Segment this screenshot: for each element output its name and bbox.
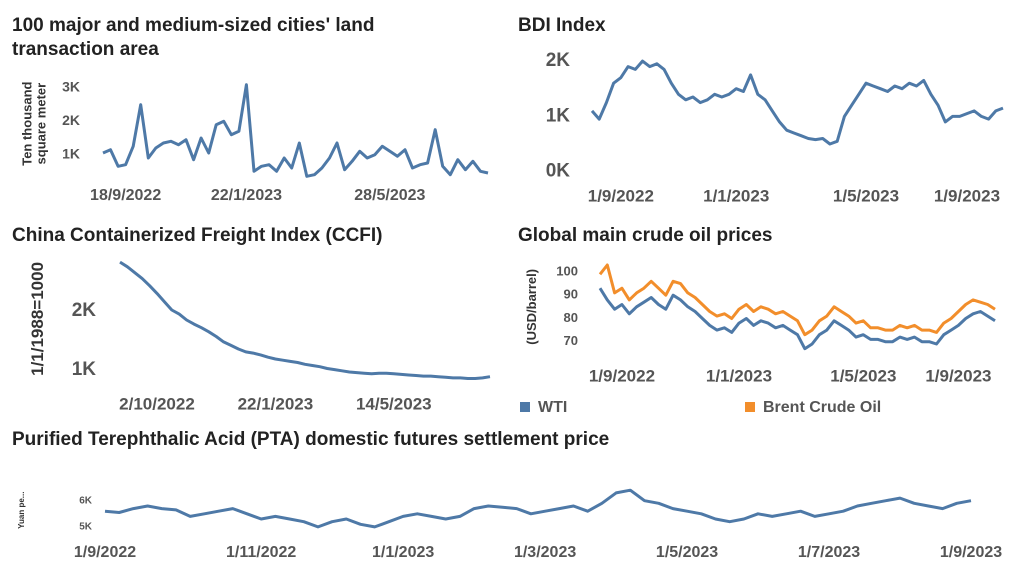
line bbox=[104, 488, 972, 529]
y-tick-label: 6K bbox=[79, 495, 93, 506]
x-tick-label: 1/3/2023 bbox=[514, 544, 576, 561]
x-tick-label: 1/9/2022 bbox=[588, 186, 654, 205]
y-tick-label: 90 bbox=[564, 287, 578, 302]
x-tick-label: 1/7/2023 bbox=[798, 544, 860, 561]
chart-title: 100 major and medium-sized cities' land … bbox=[12, 15, 375, 60]
line bbox=[598, 263, 996, 337]
y-axis-label: Ten thousand square meter bbox=[19, 81, 48, 166]
x-tick-label: 1/9/2023 bbox=[940, 544, 1002, 561]
line bbox=[102, 83, 489, 178]
line bbox=[119, 260, 491, 380]
y-tick-label: 2K bbox=[546, 50, 571, 71]
y-tick-label: 1K bbox=[72, 359, 97, 380]
legend-label: WTI bbox=[538, 399, 567, 416]
legend-label: Brent Crude Oil bbox=[763, 399, 881, 416]
y-tick-label: 3K bbox=[62, 79, 80, 95]
y-axis-label: 1/1/1988=1000 bbox=[28, 261, 48, 376]
x-tick-label: 1/9/2022 bbox=[74, 544, 136, 561]
x-tick-label: 18/9/2022 bbox=[90, 187, 161, 204]
y-tick-label: 80 bbox=[564, 310, 578, 325]
y-tick-label: 0K bbox=[546, 161, 571, 182]
y-tick-label: 70 bbox=[564, 333, 578, 348]
y-tick-label: 5K bbox=[79, 522, 93, 533]
legend-swatch bbox=[745, 402, 755, 412]
y-tick-label: 2K bbox=[62, 112, 80, 128]
x-tick-label: 22/1/2023 bbox=[238, 394, 314, 413]
x-tick-label: 1/1/2023 bbox=[706, 366, 772, 385]
line bbox=[598, 287, 996, 351]
legend-swatch bbox=[520, 402, 530, 412]
x-tick-label: 28/5/2023 bbox=[354, 187, 425, 204]
y-axis-label: (USD/barrel) bbox=[524, 268, 540, 345]
x-tick-label: 1/5/2023 bbox=[830, 366, 896, 385]
x-tick-label: 1/9/2023 bbox=[925, 366, 991, 385]
chart-title: Global main crude oil prices bbox=[518, 225, 773, 246]
y-axis-label: Yuan pe... bbox=[16, 491, 26, 529]
x-tick-label: 1/9/2023 bbox=[934, 186, 1000, 205]
x-tick-label: 22/1/2023 bbox=[211, 187, 282, 204]
x-tick-label: 1/9/2022 bbox=[589, 366, 655, 385]
chart-title: Purified Terephthalic Acid (PTA) domesti… bbox=[12, 429, 610, 450]
x-tick-label: 1/5/2023 bbox=[656, 544, 718, 561]
y-tick-label: 1K bbox=[546, 105, 571, 126]
y-tick-label: 1K bbox=[62, 145, 80, 161]
chart-title: China Containerized Freight Index (CCFI) bbox=[12, 225, 383, 246]
x-tick-label: 1/11/2022 bbox=[226, 544, 296, 561]
line bbox=[590, 59, 1004, 146]
x-tick-label: 14/5/2023 bbox=[356, 394, 432, 413]
chart-title: BDI Index bbox=[518, 15, 606, 36]
x-tick-label: 2/10/2022 bbox=[119, 394, 195, 413]
y-tick-label: 2K bbox=[72, 300, 97, 321]
x-tick-label: 1/1/2023 bbox=[372, 544, 434, 561]
x-tick-label: 1/1/2023 bbox=[703, 186, 769, 205]
y-tick-label: 100 bbox=[556, 263, 578, 278]
x-tick-label: 1/5/2023 bbox=[833, 186, 899, 205]
